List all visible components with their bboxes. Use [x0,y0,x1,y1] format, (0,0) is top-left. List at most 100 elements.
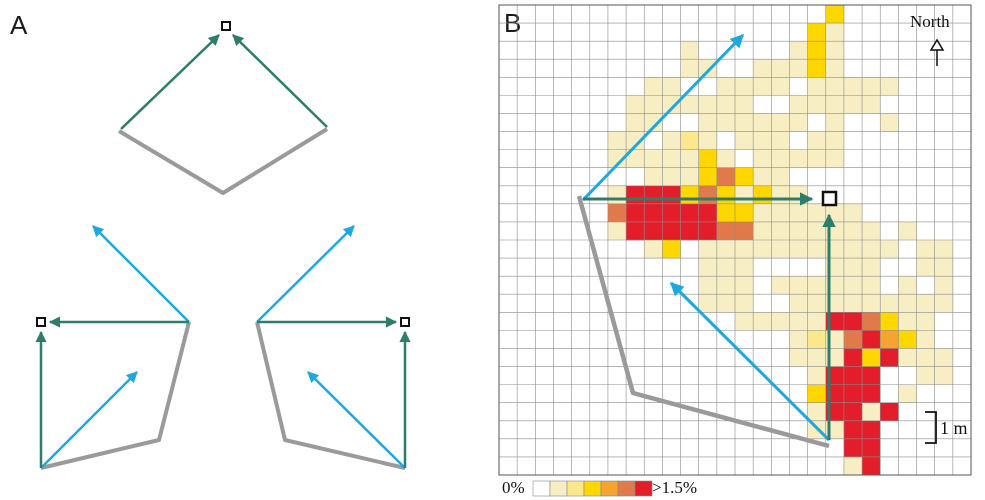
legend-min-label: 0% [502,478,525,497]
legend-swatch [600,480,619,497]
heatmap-cell [626,95,645,114]
heatmap-cell [825,95,845,114]
heatmap-cell [680,149,699,168]
heatmap-cell [698,240,718,259]
heatmap-cell [771,221,790,241]
heatmap-cell [644,185,663,205]
heatmap-cell [880,113,899,132]
heatmap-cell [680,185,699,205]
heatmap-cell [662,167,681,187]
blue-arrow-upper [581,33,745,202]
heatmap-cell [644,167,663,187]
heatmap-cell [735,240,754,259]
heatmap-cell [771,149,790,168]
heatmap-cell [843,438,863,458]
heatmap-cell [771,113,790,132]
heatmap-cell [898,221,917,241]
heatmap-cell [735,203,754,223]
heatmap-cell [843,330,863,349]
heatmap-cell [771,167,790,187]
heatmap-cell [807,240,827,259]
heatmap-cell [862,384,881,403]
left-blue-arrow-2 [40,371,138,469]
heatmap-cell [771,203,790,223]
heatmap-cell [698,203,718,223]
heatmap-cell [862,348,881,367]
heatmap-cell [753,149,772,168]
heatmap-cell [753,131,772,150]
heatmap-cell [644,77,663,96]
heatmap-cell [825,113,845,132]
heatmap-grid [498,4,972,476]
top-right-homing-arrow [232,34,328,128]
heatmap-cell [789,276,808,295]
heatmap-cell [680,41,699,60]
heatmap-cell [771,276,790,295]
heatmap-cell [735,312,754,331]
heatmap-cell [807,221,827,241]
right-nest-marker [400,317,410,327]
heatmap-cell [807,402,827,422]
heatmap-cell [735,185,754,205]
legend-swatches [532,480,653,497]
heatmap-cell [735,113,754,132]
heatmap-cell [916,240,935,259]
heatmap-cell [862,366,881,385]
heatmap-cell [880,294,899,313]
heatmap-cell [862,438,881,458]
heatmap-cell [716,221,736,241]
heatmap-cell [825,131,845,150]
heatmap-cell [680,131,699,150]
heatmap-cell [862,95,881,114]
heatmap-cell [735,167,754,187]
heatmap-cell [626,185,645,205]
heatmap-cell [716,294,736,313]
heatmap-cell [807,149,827,168]
heatmap-cell [789,113,808,132]
heatmap-cell [898,384,917,403]
heatmap-cell [735,95,754,114]
heatmap-cell [680,95,699,114]
heatmap-cell [680,221,699,241]
heatmap-cell [843,203,863,223]
heatmap-cell [825,23,845,42]
left-blue-arrow-1 [92,225,190,323]
north-arrow-icon [929,38,945,66]
heatmap-cell [771,59,790,78]
legend-swatch [617,480,636,497]
heatmap-cell [825,5,845,24]
right-walk-path [255,321,406,470]
left-nest-marker [36,317,46,327]
heatmap-cell [789,185,808,205]
heatmap-cell [916,312,935,331]
heatmap-cell [753,185,772,205]
heatmap-cell [880,240,899,259]
legend-swatch [634,480,653,497]
scale-bar [925,411,937,444]
heatmap-cell [789,240,808,259]
top-nest-marker [221,21,231,31]
heatmap-cell [735,276,754,295]
heatmap-cell [898,276,917,295]
heatmap-cell [880,402,899,422]
heatmap-cell [880,77,899,96]
heatmap-cell [698,95,718,114]
heatmap-cell [880,330,899,349]
heatmap-cell [607,203,627,223]
heatmap-cell [843,95,863,114]
heatmap-cell [662,185,681,205]
panel-a-diagram [35,21,411,470]
heatmap-cell [626,149,645,168]
heatmap-cell [698,59,718,78]
heatmap-cell [843,258,863,277]
legend-max-label: >1.5% [652,478,697,497]
top-left-homing-arrow [120,34,220,130]
heatmap-cell [716,203,736,223]
heatmap-cell [662,95,681,114]
heatmap-cell [843,240,863,259]
heatmap-cell [698,294,718,313]
heatmap-cell [753,167,772,187]
heatmap-cell [698,149,718,168]
heatmap-cell [662,221,681,241]
heatmap-cell [698,167,718,187]
